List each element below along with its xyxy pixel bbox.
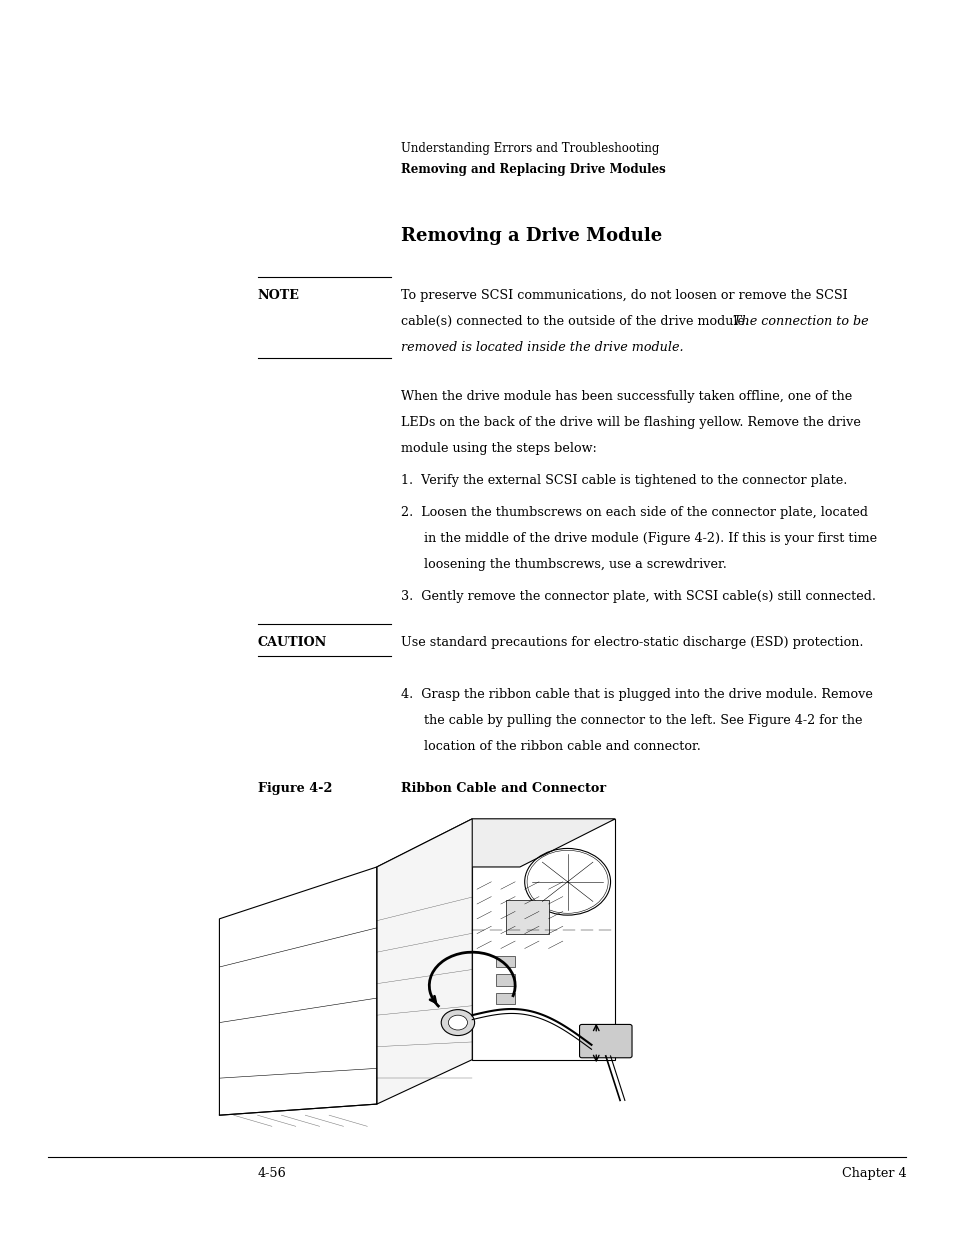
Text: Removing a Drive Module: Removing a Drive Module <box>400 227 661 246</box>
Text: module using the steps below:: module using the steps below: <box>400 442 596 456</box>
Bar <box>496 974 515 986</box>
Bar <box>505 900 548 934</box>
Text: location of the ribbon cable and connector.: location of the ribbon cable and connect… <box>423 740 700 753</box>
Text: 2.  Loosen the thumbscrews on each side of the connector plate, located: 2. Loosen the thumbscrews on each side o… <box>400 506 867 520</box>
Text: 4.  Grasp the ribbon cable that is plugged into the drive module. Remove: 4. Grasp the ribbon cable that is plugge… <box>400 688 872 701</box>
Text: CAUTION: CAUTION <box>257 636 327 650</box>
Polygon shape <box>472 819 615 1060</box>
Circle shape <box>440 1010 474 1036</box>
Text: in the middle of the drive module (Figure 4-2). If this is your first time: in the middle of the drive module (Figur… <box>423 532 876 546</box>
Text: 4-56: 4-56 <box>257 1167 286 1181</box>
Text: When the drive module has been successfully taken offline, one of the: When the drive module has been successfu… <box>400 390 851 404</box>
Polygon shape <box>376 819 615 867</box>
Circle shape <box>448 1015 467 1030</box>
Text: loosening the thumbscrews, use a screwdriver.: loosening the thumbscrews, use a screwdr… <box>423 558 725 572</box>
Text: Removing and Replacing Drive Modules: Removing and Replacing Drive Modules <box>400 163 665 177</box>
Text: NOTE: NOTE <box>257 289 299 303</box>
Text: removed is located inside the drive module.: removed is located inside the drive modu… <box>400 341 682 354</box>
Text: The connection to be: The connection to be <box>732 315 867 329</box>
Bar <box>496 993 515 1004</box>
Text: 3.  Gently remove the connector plate, with SCSI cable(s) still connected.: 3. Gently remove the connector plate, wi… <box>400 590 875 604</box>
Text: Figure 4-2: Figure 4-2 <box>257 782 332 795</box>
Text: 1.  Verify the external SCSI cable is tightened to the connector plate.: 1. Verify the external SCSI cable is tig… <box>400 474 846 488</box>
Text: cable(s) connected to the outside of the drive module.: cable(s) connected to the outside of the… <box>400 315 752 329</box>
Text: Use standard precautions for electro-static discharge (ESD) protection.: Use standard precautions for electro-sta… <box>400 636 862 650</box>
Text: Chapter 4: Chapter 4 <box>841 1167 905 1181</box>
FancyBboxPatch shape <box>578 1025 631 1058</box>
Text: LEDs on the back of the drive will be flashing yellow. Remove the drive: LEDs on the back of the drive will be fl… <box>400 416 860 430</box>
Polygon shape <box>376 819 472 1104</box>
Text: Ribbon Cable and Connector: Ribbon Cable and Connector <box>400 782 605 795</box>
Text: the cable by pulling the connector to the left. See Figure 4-2 for the: the cable by pulling the connector to th… <box>423 714 862 727</box>
Text: Understanding Errors and Troubleshooting: Understanding Errors and Troubleshooting <box>400 142 659 156</box>
Text: To preserve SCSI communications, do not loosen or remove the SCSI: To preserve SCSI communications, do not … <box>400 289 846 303</box>
Bar <box>496 956 515 967</box>
